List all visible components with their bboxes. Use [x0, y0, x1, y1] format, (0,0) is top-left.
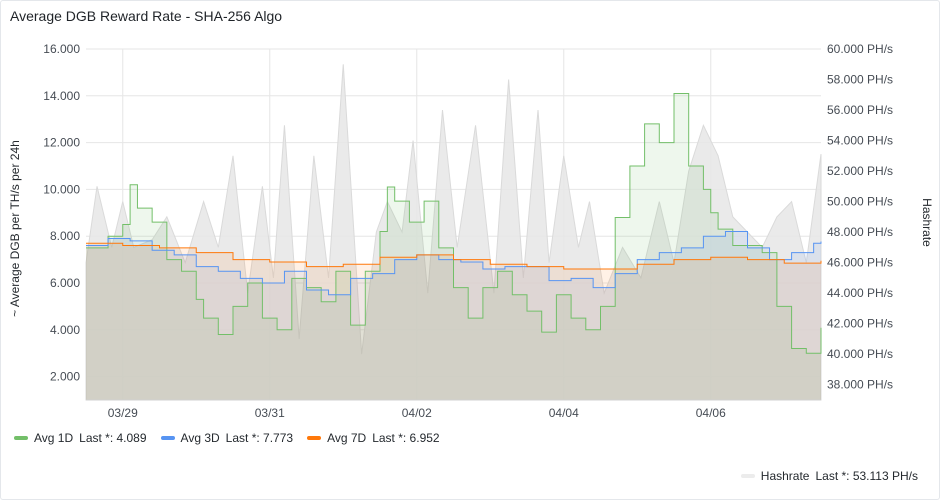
y-tick-label-right: 44.000 PH/s	[827, 286, 893, 300]
legend-item-avg-1d[interactable]: Avg 1D Last *: 4.089	[14, 431, 147, 445]
legend-value: Last *: 6.952	[372, 431, 440, 445]
y-tick-label-left: 10.000	[43, 182, 80, 196]
series-line-avg-7d	[86, 242, 822, 270]
y-tick-label-right: 48.000 PH/s	[827, 225, 893, 239]
y-tick-label-right: 58.000 PH/s	[827, 73, 893, 87]
series-area-hashrate	[85, 64, 822, 401]
x-tick-label: 04/06	[696, 406, 726, 420]
x-tick-label: 04/04	[549, 406, 579, 420]
x-tick-label: 03/29	[108, 406, 138, 420]
y-tick-label-left: 4.000	[50, 323, 80, 337]
y-axis-label-right: Hashrate	[920, 198, 934, 247]
y-tick-label-right: 46.000 PH/s	[827, 256, 893, 270]
y-tick-label-left: 12.000	[43, 136, 80, 150]
legend-item-hashrate[interactable]: Hashrate Last *: 53.113 PH/s	[740, 469, 918, 483]
legend-label: Avg 7D	[327, 431, 367, 445]
legend-item-avg-3d[interactable]: Avg 3D Last *: 7.773	[160, 431, 294, 445]
y-tick-label-left: 14.000	[43, 89, 80, 103]
legend-item-avg-7d[interactable]: Avg 7D Last *: 6.952	[307, 431, 440, 445]
legend-swatch-hashrate	[740, 474, 755, 478]
legend-label: Avg 1D	[34, 431, 74, 445]
legend-label: Avg 3D	[180, 431, 220, 445]
series-area-avg-7d	[86, 243, 821, 400]
y-tick-label-right: 38.000 PH/s	[827, 378, 893, 392]
series-area-avg-1d	[86, 93, 821, 401]
y-tick-label-left: 6.000	[50, 276, 80, 290]
y-tick-label-right: 50.000 PH/s	[827, 195, 893, 209]
legend: Avg 1D Last *: 4.089 Avg 3D Last *: 7.77…	[14, 431, 440, 445]
y-tick-label-right: 54.000 PH/s	[827, 134, 893, 148]
y-tick-label-left: 16.000	[43, 42, 80, 56]
legend-swatch-avg-7d	[307, 436, 322, 440]
y-tick-label-right: 42.000 PH/s	[827, 317, 893, 331]
series-line-avg-1d	[86, 92, 822, 354]
legend-value: Last *: 53.113 PH/s	[815, 469, 918, 483]
y-tick-label-left: 2.000	[50, 370, 80, 384]
y-axis-label-left: ~ Average DGB per TH/s per 24h	[8, 140, 22, 317]
legend-swatch-avg-3d	[160, 436, 175, 440]
y-tick-label-left: 8.000	[50, 229, 80, 243]
legend-value: Last *: 4.089	[79, 431, 147, 445]
x-tick-label: 03/31	[255, 406, 285, 420]
series-line-avg-3d	[86, 231, 822, 296]
y-tick-label-right: 40.000 PH/s	[827, 347, 893, 361]
legend-label: Hashrate	[760, 469, 810, 483]
x-tick-label: 04/02	[402, 406, 432, 420]
y-tick-label-right: 56.000 PH/s	[827, 103, 893, 117]
panel-title: Average DGB Reward Rate - SHA-256 Algo	[10, 8, 283, 24]
y-tick-label-right: 60.000 PH/s	[827, 42, 893, 56]
legend-value: Last *: 7.773	[225, 431, 294, 445]
legend-swatch-avg-1d	[14, 436, 28, 440]
y-tick-label-right: 52.000 PH/s	[827, 164, 893, 178]
